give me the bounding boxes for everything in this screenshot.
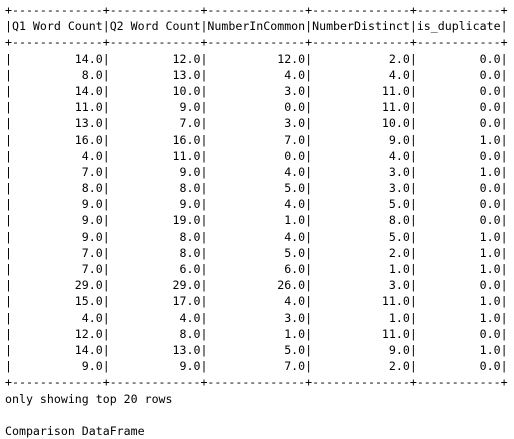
table-row: | 16.0| 16.0| 7.0| 9.0| 1.0| <box>5 132 508 147</box>
table-row: | 8.0| 8.0| 5.0| 3.0| 0.0| <box>5 181 508 196</box>
table-row: | 11.0| 9.0| 0.0| 11.0| 0.0| <box>5 100 508 115</box>
table-row: | 4.0| 11.0| 0.0| 4.0| 0.0| <box>5 148 508 163</box>
table-row: | 9.0| 9.0| 4.0| 5.0| 0.0| <box>5 197 508 212</box>
table-row: | 15.0| 17.0| 4.0| 11.0| 1.0| <box>5 294 508 309</box>
table-row: | 9.0| 19.0| 1.0| 8.0| 0.0| <box>5 213 508 228</box>
table-row: | 9.0| 8.0| 4.0| 5.0| 1.0| <box>5 229 508 244</box>
table-row: | 7.0| 6.0| 6.0| 1.0| 1.0| <box>5 262 508 276</box>
table-border-bottom: +-------------+-------------+-----------… <box>5 375 508 390</box>
table-row: | 9.0| 9.0| 7.0| 2.0| 0.0| <box>5 359 508 374</box>
table-row: | 4.0| 4.0| 3.0| 1.0| 1.0| <box>5 310 508 325</box>
table-header-row: |Q1 Word Count|Q2 Word Count|NumberInCom… <box>5 19 508 34</box>
table-row: | 14.0| 13.0| 5.0| 9.0| 1.0| <box>5 342 508 357</box>
table-row: | 14.0| 12.0| 12.0| 2.0| 0.0| <box>5 51 508 66</box>
table-border-header: +-------------+-------------+-----------… <box>5 35 508 50</box>
table-row: | 29.0| 29.0| 26.0| 3.0| 0.0| <box>5 278 508 293</box>
table-row: | 14.0| 10.0| 3.0| 11.0| 0.0| <box>5 83 508 98</box>
table-row: | 8.0| 13.0| 4.0| 4.0| 0.0| <box>5 67 508 82</box>
table-row: | 12.0| 8.0| 1.0| 11.0| 0.0| <box>5 326 508 341</box>
table-row: | 13.0| 7.0| 3.0| 10.0| 0.0| <box>5 116 508 131</box>
table-border-top: +-------------+-------------+-----------… <box>5 3 508 17</box>
blank-line <box>5 407 514 423</box>
dataframe-caption: Comparison DataFrame <box>5 423 145 438</box>
table-row: | 7.0| 9.0| 4.0| 3.0| 1.0| <box>5 164 508 179</box>
table-row: | 7.0| 8.0| 5.0| 2.0| 1.0| <box>5 245 508 260</box>
dataframe-table: +-------------+-------------+-----------… <box>5 2 514 391</box>
rows-shown-message: only showing top 20 rows <box>5 391 173 406</box>
